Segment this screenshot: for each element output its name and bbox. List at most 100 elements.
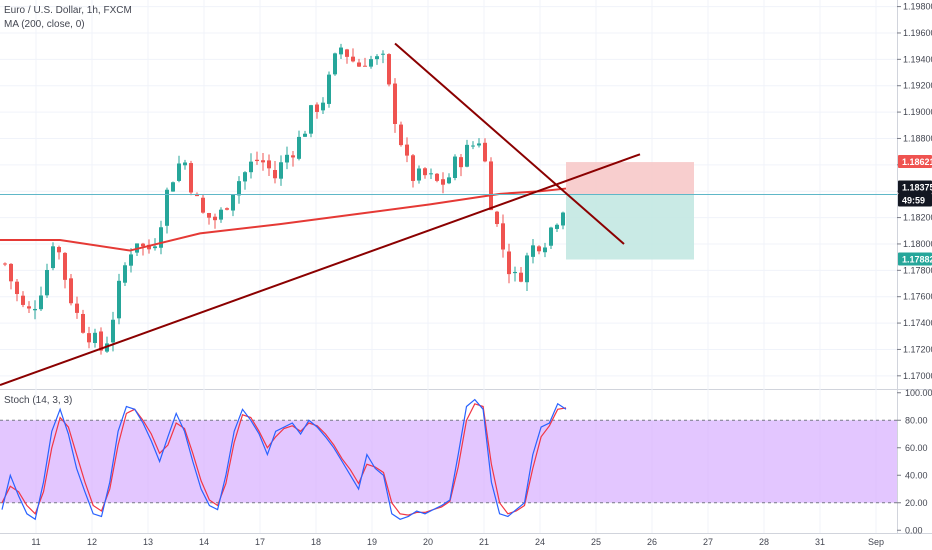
price-tick-label: 1.18800 [903, 133, 932, 143]
candle-body [171, 182, 175, 192]
stoch-d-line [1, 403, 567, 516]
candle-body [267, 160, 271, 169]
candle-body [93, 332, 97, 344]
candle-body [27, 306, 31, 309]
stop-loss-zone[interactable] [566, 162, 694, 195]
ma-200-line [0, 187, 567, 252]
candle-body [507, 251, 511, 275]
price-badge [898, 193, 932, 207]
date-tick-label: 18 [311, 537, 321, 547]
candle-body [429, 173, 433, 175]
date-tick-label: 28 [759, 537, 769, 547]
symbol-title[interactable]: Euro / U.S. Dollar, 1h, FXCM [4, 5, 132, 16]
candle-body [117, 280, 121, 319]
stoch-tick-label: 40.00 [905, 470, 928, 480]
candlestick-series [3, 43, 565, 355]
stoch-band-fill [0, 420, 897, 503]
price-tick-label: 1.19800 [903, 2, 932, 12]
candle-body [441, 179, 445, 185]
candle-body [255, 159, 259, 162]
candle-body [261, 160, 265, 163]
candle-body [285, 154, 289, 163]
date-tick-label: 31 [815, 537, 825, 547]
price-tick-label: 1.17800 [903, 265, 932, 275]
candle-body [9, 263, 13, 282]
candle-body [45, 269, 49, 296]
drawing-tools[interactable] [0, 42, 897, 386]
candle-body [243, 172, 247, 182]
candle-body [147, 244, 151, 250]
price-tick-label: 1.19200 [903, 81, 932, 91]
candle-body [333, 53, 337, 75]
candle-body [405, 144, 409, 156]
date-tick-label: 17 [255, 537, 265, 547]
position-zones[interactable] [566, 162, 694, 260]
candle-body [57, 246, 61, 253]
stoch-k-line [1, 398, 567, 521]
candle-body [75, 303, 79, 313]
candle-body [525, 255, 529, 283]
candle-body [99, 331, 103, 351]
candle-body [345, 49, 349, 57]
date-tick-label: Sep [868, 537, 884, 547]
candle-body [381, 53, 385, 55]
candle-body [141, 243, 145, 247]
date-tick-label: 12 [87, 537, 97, 547]
moving-average-line [0, 187, 567, 252]
candle-body [87, 333, 91, 343]
date-tick-label: 19 [367, 537, 377, 547]
candle-body [321, 102, 325, 111]
price-tick-label: 1.19000 [903, 107, 932, 117]
candle-body [555, 224, 559, 229]
candle-body [363, 65, 367, 67]
price-badge-label: 1.18375 [902, 183, 932, 193]
candle-body [351, 56, 355, 62]
candle-body [189, 163, 193, 193]
stoch-tick-label: 60.00 [905, 443, 928, 453]
candle-body [213, 216, 217, 221]
candle-body [465, 144, 469, 167]
candle-body [207, 213, 211, 218]
candle-body [177, 163, 181, 181]
candle-body [327, 74, 331, 104]
candle-body [531, 245, 535, 257]
candle-body [543, 247, 547, 253]
price-badge [898, 180, 932, 194]
price-tick-label: 1.17400 [903, 318, 932, 328]
ascending-trendline[interactable] [0, 153, 641, 386]
candle-body [219, 209, 223, 220]
candle-body [339, 47, 343, 55]
ma-indicator-label[interactable]: MA (200, close, 0) [4, 19, 85, 30]
candle-body [123, 265, 127, 283]
stoch-tick-label: 0.00 [905, 525, 923, 535]
candle-body [153, 246, 157, 249]
price-tick-label: 1.19600 [903, 28, 932, 38]
candle-body [501, 223, 505, 250]
candle-body [3, 263, 7, 265]
candle-body [63, 252, 67, 280]
candle-body [561, 212, 565, 226]
price-badge-label: 1.17882 [902, 255, 932, 265]
price-tick-label: 1.17000 [903, 371, 932, 381]
descending-trendline[interactable] [394, 42, 625, 245]
candle-body [483, 142, 487, 162]
candle-body [357, 62, 361, 67]
candle-body [105, 343, 109, 352]
candle-body [237, 181, 241, 196]
candle-body [411, 155, 415, 181]
candle-body [471, 145, 475, 147]
candle-body [393, 83, 397, 124]
date-tick-label: 25 [591, 537, 601, 547]
date-tick-label: 24 [535, 537, 545, 547]
candle-body [309, 105, 313, 134]
candle-body [81, 313, 85, 333]
candle-body [513, 271, 517, 274]
candle-body [15, 281, 19, 295]
take-profit-zone[interactable] [566, 194, 694, 260]
price-badge [898, 155, 932, 169]
stoch-indicator-label[interactable]: Stoch (14, 3, 3) [4, 395, 72, 406]
date-tick-label: 27 [703, 537, 713, 547]
candle-body [459, 157, 463, 168]
